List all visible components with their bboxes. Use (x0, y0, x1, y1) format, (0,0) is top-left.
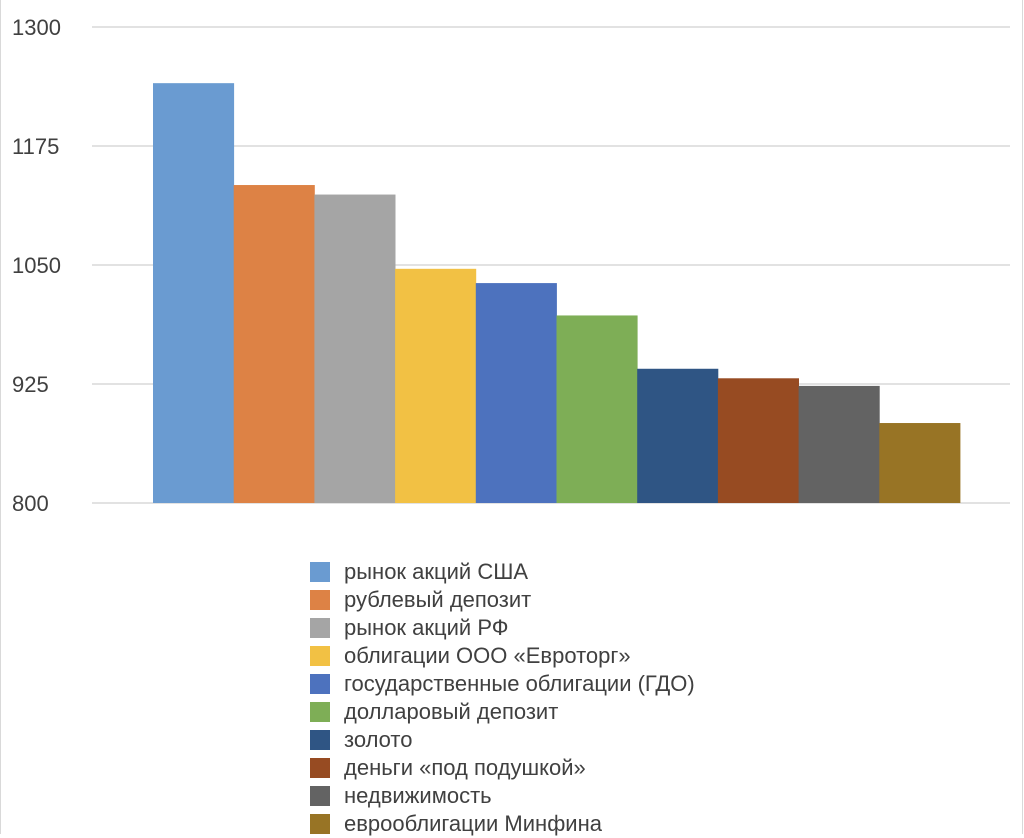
y-tick-label: 800 (12, 491, 49, 516)
bar-1 (153, 83, 235, 503)
bar-2 (233, 185, 315, 504)
legend-item: золото (310, 726, 790, 754)
legend-item: долларовый депозит (310, 698, 790, 726)
legend-label: недвижимость (344, 783, 492, 808)
legend-label: долларовый депозит (344, 699, 559, 724)
legend-label: рублевый депозит (344, 587, 532, 612)
legend-label: облигации ООО «Евроторг» (344, 643, 631, 668)
legend-item: рублевый депозит (310, 586, 790, 614)
legend-label: государственные облигации (ГДО) (344, 671, 695, 696)
legend-swatch (310, 786, 330, 806)
legend-item: облигации ООО «Евроторг» (310, 642, 790, 670)
y-tick-label: 1050 (12, 253, 61, 278)
bar-4 (395, 268, 477, 503)
legend: рынок акций США рублевый депозит рынок акц… (310, 558, 790, 838)
y-axis-ticks: 800 925 1050 1175 1300 (12, 15, 61, 516)
bar-6 (556, 315, 638, 503)
legend-label: еврооблигации Минфина (344, 811, 602, 836)
legend-swatch (310, 562, 330, 582)
bar-3 (314, 194, 396, 503)
bar-chart: 800 925 1050 1175 1300 (12, 15, 1010, 516)
y-tick-label: 925 (12, 372, 49, 397)
legend-swatch (310, 646, 330, 666)
legend-swatch (310, 618, 330, 638)
bar-7 (637, 368, 719, 503)
bar-10 (879, 423, 961, 503)
legend-swatch (310, 814, 330, 834)
legend-swatch (310, 674, 330, 694)
legend-label: золото (344, 727, 413, 752)
bar-9 (798, 385, 880, 503)
bars (153, 83, 961, 504)
legend-label: деньги «под подушкой» (344, 755, 586, 780)
legend-swatch (310, 590, 330, 610)
legend-item: деньги «под подушкой» (310, 754, 790, 782)
legend-item: государственные облигации (ГДО) (310, 670, 790, 698)
legend-label: рынок акций США (344, 559, 529, 584)
legend-swatch (310, 758, 330, 778)
legend-item: недвижимость (310, 782, 790, 810)
legend-swatch (310, 730, 330, 750)
legend-item: еврооблигации Минфина (310, 810, 790, 838)
bar-8 (717, 378, 799, 503)
legend-item: рынок акций США (310, 558, 790, 586)
bar-5 (475, 283, 557, 503)
y-tick-label: 1175 (12, 134, 59, 159)
legend-swatch (310, 702, 330, 722)
y-tick-label: 1300 (12, 15, 61, 40)
legend-label: рынок акций РФ (344, 615, 509, 640)
legend-item: рынок акций РФ (310, 614, 790, 642)
